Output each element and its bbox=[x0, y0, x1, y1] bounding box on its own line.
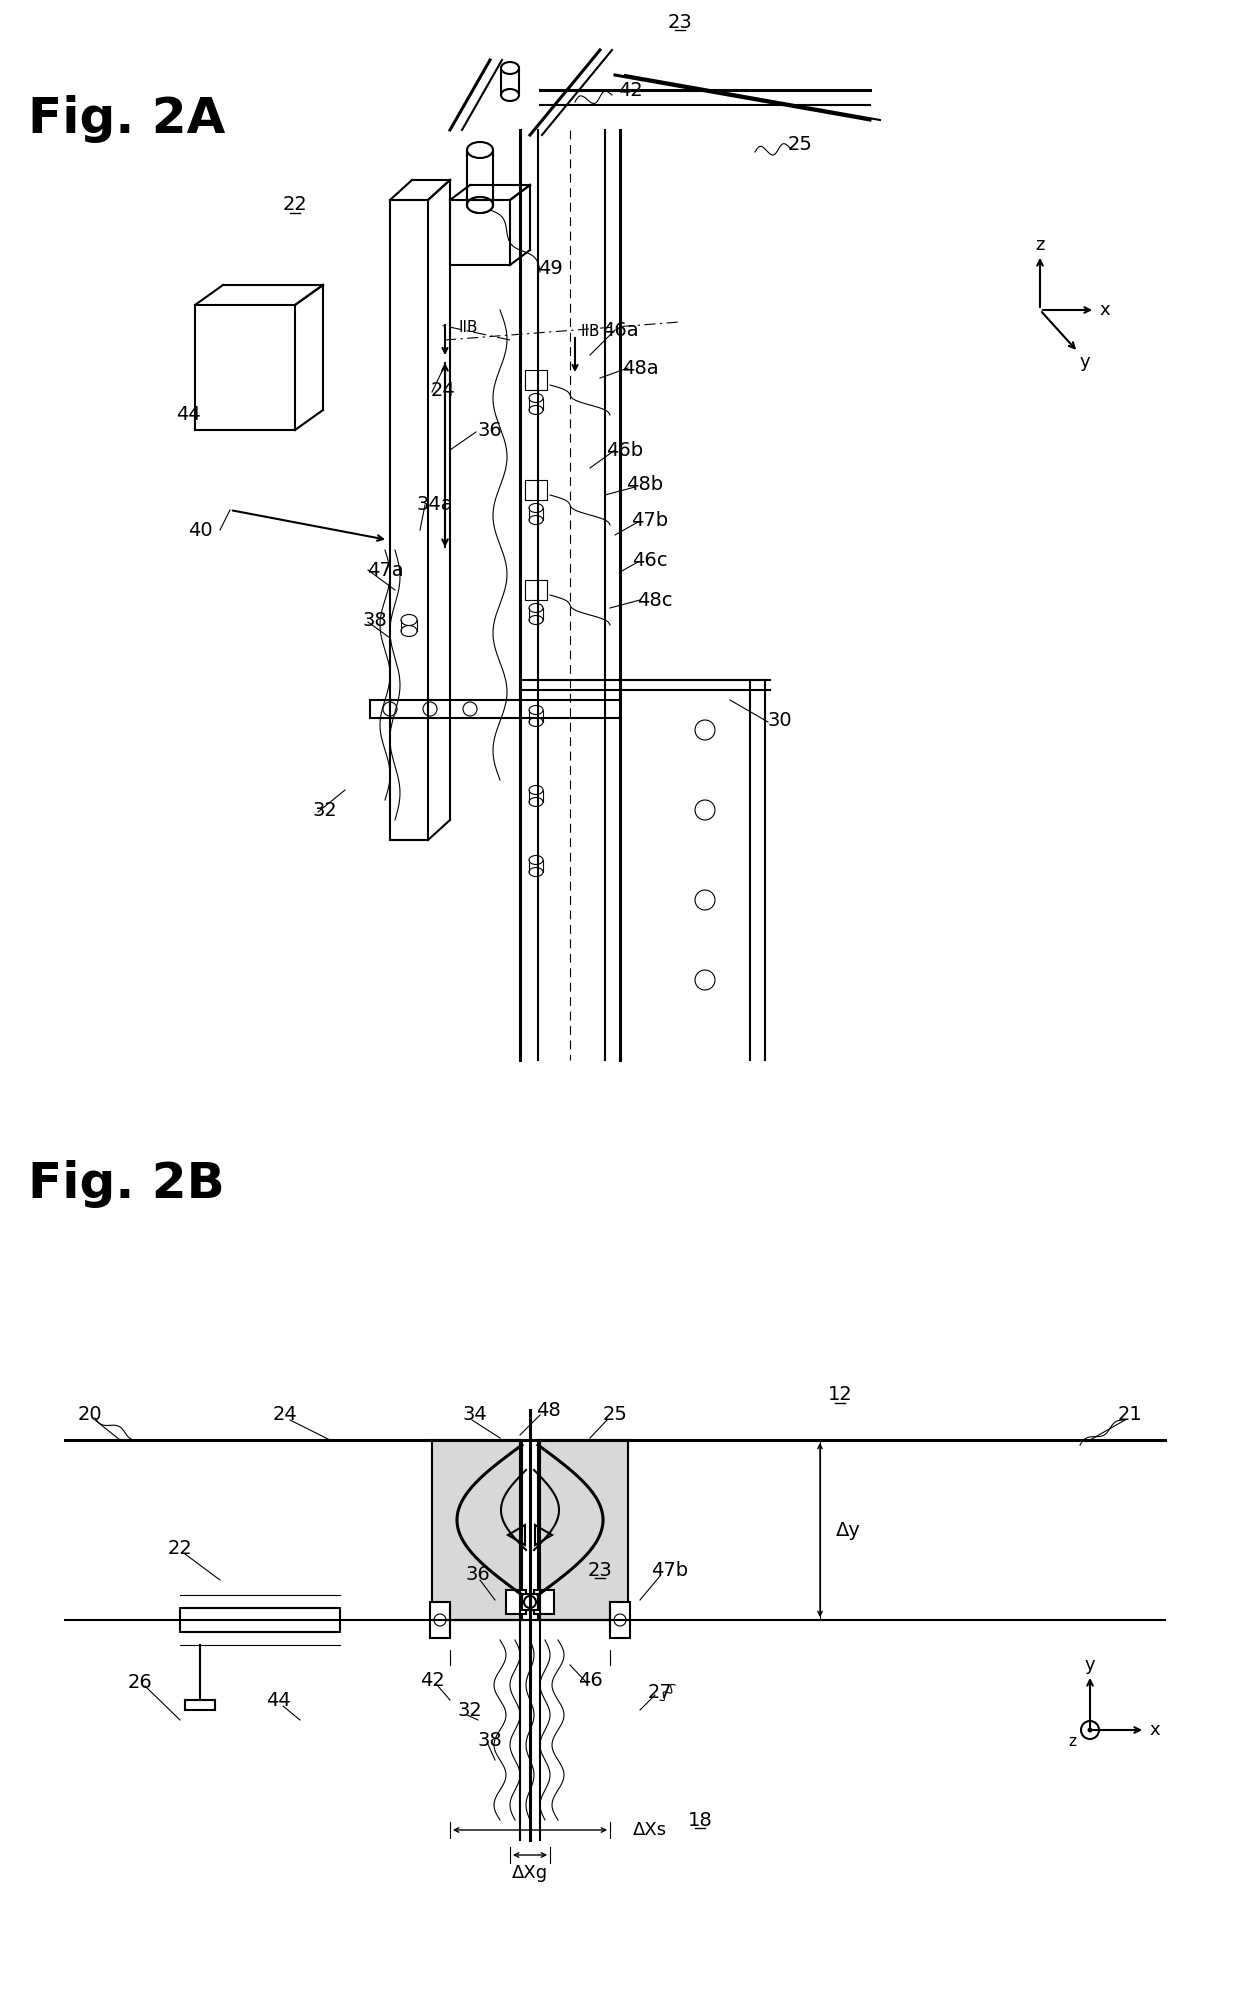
Text: 40: 40 bbox=[187, 521, 212, 539]
Text: Fig. 2A: Fig. 2A bbox=[29, 96, 226, 144]
Text: Fig. 2B: Fig. 2B bbox=[29, 1161, 224, 1209]
Text: 46: 46 bbox=[578, 1670, 603, 1690]
Text: 48: 48 bbox=[536, 1401, 560, 1419]
Text: 20: 20 bbox=[78, 1405, 103, 1425]
Bar bbox=[610, 1602, 630, 1638]
Text: 48b: 48b bbox=[626, 476, 663, 494]
Text: 25: 25 bbox=[603, 1405, 627, 1425]
Text: z: z bbox=[1068, 1734, 1076, 1750]
Text: 18: 18 bbox=[688, 1810, 712, 1830]
Text: 48c: 48c bbox=[637, 591, 673, 609]
Bar bbox=[538, 1441, 627, 1620]
Circle shape bbox=[1087, 1728, 1092, 1732]
Text: x: x bbox=[1100, 302, 1110, 320]
Text: 44: 44 bbox=[265, 1690, 290, 1710]
Text: 44: 44 bbox=[176, 406, 201, 424]
Text: 30: 30 bbox=[768, 711, 792, 729]
Text: 24: 24 bbox=[430, 380, 455, 400]
Text: 25: 25 bbox=[787, 136, 812, 154]
Bar bbox=[430, 1602, 450, 1638]
Text: 24: 24 bbox=[273, 1405, 298, 1425]
Text: ΔXs: ΔXs bbox=[632, 1820, 667, 1838]
Text: 36: 36 bbox=[466, 1566, 490, 1584]
Text: 22: 22 bbox=[283, 196, 308, 214]
Text: 42: 42 bbox=[419, 1670, 444, 1690]
Text: 27: 27 bbox=[647, 1682, 672, 1702]
Text: 12: 12 bbox=[827, 1385, 852, 1405]
Text: 21: 21 bbox=[1117, 1405, 1142, 1425]
Bar bbox=[534, 1590, 554, 1614]
Text: 38: 38 bbox=[477, 1730, 502, 1750]
Bar bbox=[525, 480, 547, 500]
Text: 49: 49 bbox=[538, 258, 563, 278]
Text: 32: 32 bbox=[458, 1700, 482, 1720]
Text: y: y bbox=[1080, 354, 1090, 372]
Text: 47b: 47b bbox=[651, 1560, 688, 1580]
Text: 32: 32 bbox=[312, 801, 337, 819]
Text: 36: 36 bbox=[477, 420, 502, 440]
Text: 34a: 34a bbox=[417, 496, 454, 515]
Bar bbox=[522, 1594, 538, 1610]
Text: 38: 38 bbox=[362, 611, 387, 629]
Text: 46c: 46c bbox=[632, 551, 668, 569]
Text: 47a: 47a bbox=[367, 561, 403, 579]
Text: ΔXg: ΔXg bbox=[512, 1864, 548, 1882]
Bar bbox=[432, 1441, 522, 1620]
Bar bbox=[525, 579, 547, 599]
Text: IIB: IIB bbox=[458, 320, 477, 336]
Text: 46b: 46b bbox=[606, 440, 644, 460]
Text: 42: 42 bbox=[618, 80, 642, 100]
Text: 48a: 48a bbox=[621, 358, 658, 378]
Text: 47b: 47b bbox=[631, 511, 668, 529]
Bar bbox=[180, 1608, 340, 1632]
Bar bbox=[506, 1590, 526, 1614]
Text: 23: 23 bbox=[588, 1560, 613, 1580]
Text: x: x bbox=[1149, 1720, 1161, 1738]
Text: 34: 34 bbox=[463, 1405, 487, 1425]
Text: 22: 22 bbox=[167, 1538, 192, 1558]
Text: Δy: Δy bbox=[836, 1520, 861, 1540]
Text: z: z bbox=[1035, 236, 1044, 254]
Text: 46a: 46a bbox=[601, 320, 639, 340]
Text: 26: 26 bbox=[128, 1672, 153, 1692]
Text: IIB: IIB bbox=[580, 324, 599, 340]
Text: 23: 23 bbox=[667, 12, 692, 32]
Bar bbox=[525, 370, 547, 390]
Text: y: y bbox=[1085, 1656, 1095, 1674]
Ellipse shape bbox=[467, 198, 494, 214]
